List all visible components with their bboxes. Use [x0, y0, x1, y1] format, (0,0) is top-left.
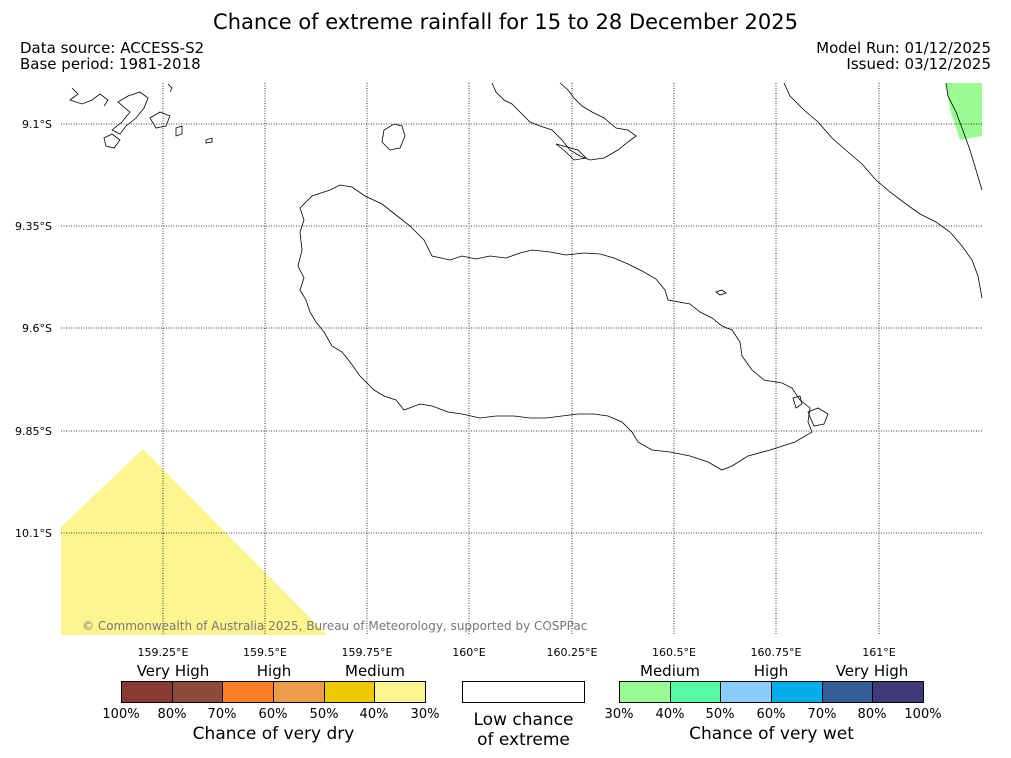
- russell-islands-coast: [111, 91, 149, 135]
- wet-swatch: [772, 682, 823, 702]
- longitude-axis: 159.25°E 159.5°E 159.75°E 160°E 160.25°E…: [138, 646, 896, 659]
- wet-caption: Chance of very wet: [689, 724, 854, 744]
- dry-tick: 100%: [102, 707, 140, 722]
- model-run-label: Model Run: 01/12/2025: [816, 39, 991, 57]
- wet-swatch: [822, 682, 874, 702]
- lat-label: 10.1°S: [15, 527, 52, 540]
- wet-tick: 60%: [756, 707, 786, 722]
- lon-label: 160.25°E: [547, 646, 598, 659]
- savo-island-coast: [381, 123, 406, 151]
- wet-swatch: [620, 682, 671, 702]
- wet-tick: 70%: [807, 707, 837, 722]
- malaita-coast: [945, 82, 983, 191]
- wet-tick: 100%: [904, 707, 942, 722]
- low-chance-swatch: [462, 681, 585, 703]
- russell-islands-coast: [103, 133, 121, 149]
- dry-swatch: [172, 682, 224, 702]
- base-period-label: Base period: 1981-2018: [20, 55, 201, 73]
- russell-islands-coast: [205, 137, 213, 144]
- wet-category-high: High: [753, 662, 789, 680]
- wet-swatch: [721, 682, 773, 702]
- dry-category-very-high: Very High: [136, 662, 210, 680]
- dry-swatch: [375, 682, 426, 702]
- dry-swatch: [324, 682, 376, 702]
- data-source-label: Data source: ACCESS-S2: [20, 39, 205, 57]
- small-islet: [807, 407, 829, 427]
- dry-tick: 60%: [258, 707, 288, 722]
- dry-category-high: High: [256, 662, 292, 680]
- small-islet: [792, 395, 803, 409]
- malaita-coast: [783, 82, 983, 299]
- dry-tick: 50%: [309, 707, 339, 722]
- dry-tick: 70%: [207, 707, 237, 722]
- wet-category-very-high: Very High: [835, 662, 909, 680]
- dry-tick: 30%: [410, 707, 440, 722]
- small-islet: [715, 289, 727, 296]
- coastlines: [69, 82, 983, 471]
- russell-islands-coast: [175, 125, 183, 137]
- wet-category-medium: Medium: [640, 662, 700, 680]
- map-title: Chance of extreme rainfall for 15 to 28 …: [213, 10, 798, 34]
- dry-colorbar: [121, 681, 426, 703]
- dry-tick: 40%: [359, 707, 389, 722]
- lon-label: 159.5°E: [243, 646, 287, 659]
- lat-label: 9.6°S: [22, 322, 52, 335]
- lon-label: 159.25°E: [138, 646, 189, 659]
- dry-caption: Chance of very dry: [192, 724, 355, 744]
- latitude-axis: 9.1°S 9.35°S 9.6°S 9.85°S 10.1°S: [15, 118, 52, 540]
- nggela-islands-coast: [491, 82, 637, 161]
- guadalcanal-coast: [297, 184, 813, 471]
- header-left: Data source: ACCESS-S2 Base period: 1981…: [20, 40, 204, 72]
- dry-swatch: [274, 682, 325, 702]
- russell-islands-coast: [149, 111, 171, 129]
- dry-tick: 80%: [157, 707, 187, 722]
- lon-label: 160.75°E: [751, 646, 802, 659]
- lon-label: 160.5°E: [652, 646, 696, 659]
- very-dry-region: [61, 449, 327, 635]
- wet-swatch: [873, 682, 924, 702]
- dry-swatch: [122, 682, 173, 702]
- lat-label: 9.85°S: [15, 425, 52, 438]
- low-chance-caption-line1: Low chance: [473, 710, 574, 730]
- dry-category-medium: Medium: [345, 662, 405, 680]
- wet-tick: 40%: [655, 707, 685, 722]
- gridlines: [61, 83, 982, 635]
- copyright-notice: © Commonwealth of Australia 2025, Bureau…: [82, 619, 587, 633]
- wet-colorbar: [619, 681, 924, 703]
- header-right: Model Run: 01/12/2025 Issued: 03/12/2025: [816, 40, 991, 72]
- russell-islands-coast: [167, 83, 173, 93]
- lat-label: 9.1°S: [22, 118, 52, 131]
- wet-tick: 50%: [705, 707, 735, 722]
- wet-tick: 80%: [857, 707, 887, 722]
- very-wet-region: [946, 83, 982, 140]
- lon-label: 160°E: [452, 646, 485, 659]
- nggela-islands-coast: [555, 143, 587, 161]
- lon-label: 159.75°E: [342, 646, 393, 659]
- wet-tick: 30%: [604, 707, 634, 722]
- lat-label: 9.35°S: [15, 220, 52, 233]
- russell-islands-coast: [69, 87, 109, 107]
- wet-swatch: [670, 682, 722, 702]
- issued-label: Issued: 03/12/2025: [846, 55, 991, 73]
- dry-swatch: [223, 682, 275, 702]
- low-chance-caption-line2: of extreme: [477, 730, 570, 750]
- lon-label: 161°E: [862, 646, 895, 659]
